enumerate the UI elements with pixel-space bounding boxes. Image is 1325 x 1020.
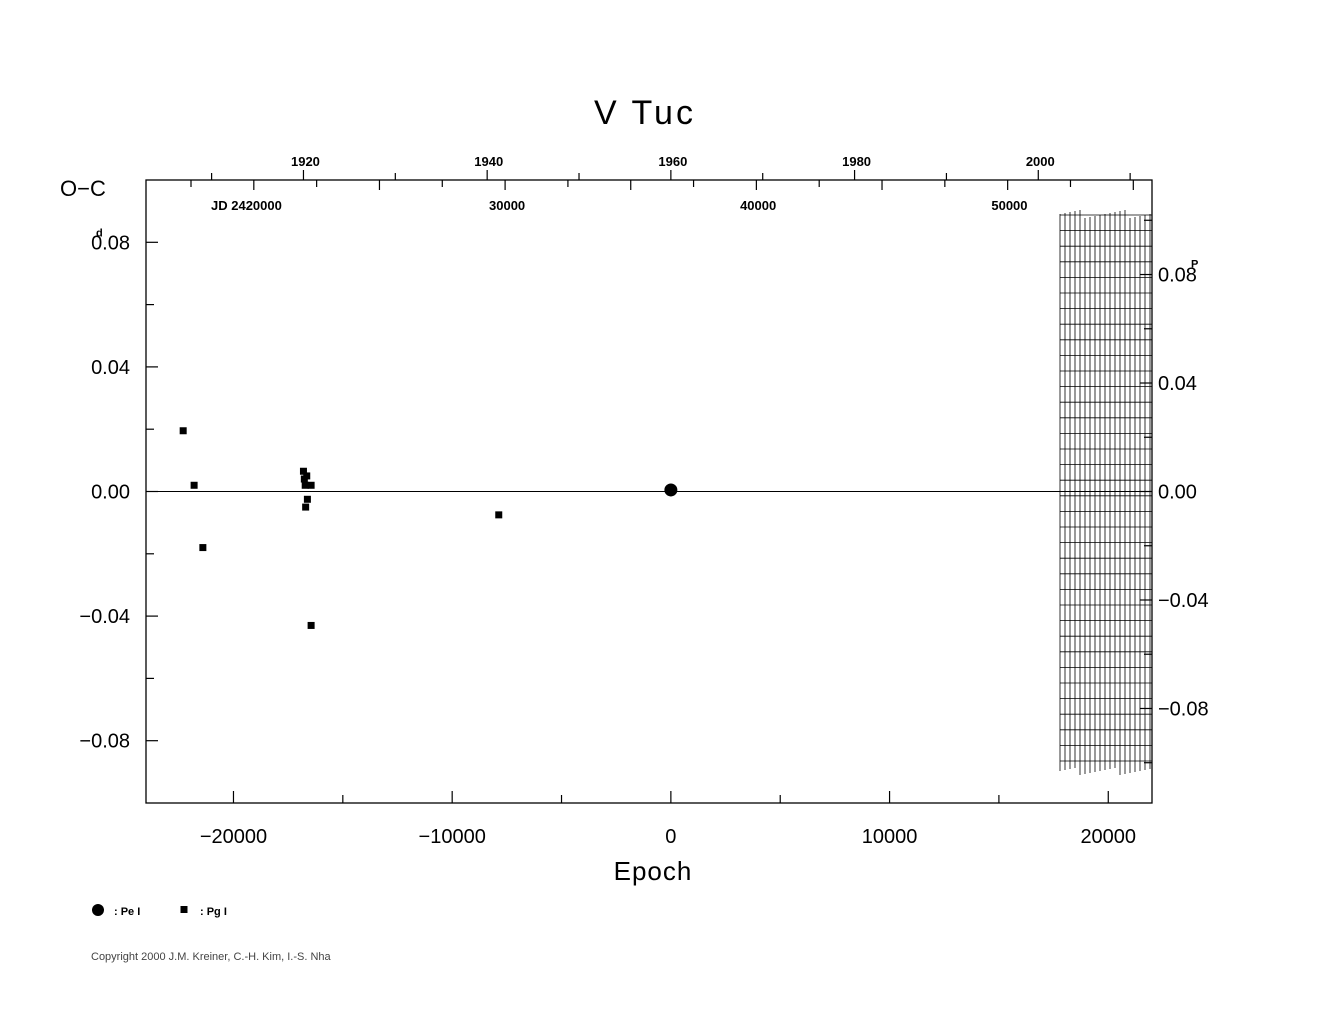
future-hatch-region: [1059, 210, 1152, 775]
x-tick-label: −20000: [200, 826, 267, 848]
legend-symbol-pg: [180, 906, 188, 913]
legend-symbol-pe: [92, 904, 104, 916]
legend-label: : Pe I: [114, 906, 140, 918]
y-tick-label: −0.08: [79, 731, 130, 753]
point-pg: [307, 481, 315, 489]
point-pg: [190, 481, 198, 489]
chart-title: V Tuc: [594, 94, 696, 132]
x-tick-label: 20000: [1080, 826, 1136, 848]
point-pg: [299, 467, 307, 475]
point-pg: [303, 495, 311, 503]
y-tick-label: −0.04: [79, 606, 130, 628]
point-pe: [664, 483, 678, 497]
y-tick-label: 0.00: [91, 482, 130, 504]
point-pg: [179, 427, 187, 435]
x-tick-label: −10000: [419, 826, 486, 848]
top-year-label: 1960: [658, 154, 687, 169]
top-year-label: 1940: [474, 154, 503, 169]
y-right-tick-label: 0.08: [1158, 265, 1197, 287]
y-tick-label: 0.04: [91, 357, 130, 379]
top-jd-label: 50000: [991, 198, 1027, 213]
y-right-tick-label: 0.00: [1158, 482, 1197, 504]
y-tick-label: 0.08: [91, 232, 130, 254]
top-year-label: 1920: [291, 154, 320, 169]
y-right-tick-label: 0.04: [1158, 373, 1197, 395]
x-tick-label: 10000: [862, 826, 918, 848]
point-pg: [495, 511, 503, 519]
legend: : Pe I : Pg I: [92, 904, 227, 918]
point-pg: [303, 472, 311, 480]
copyright-text: Copyright 2000 J.M. Kreiner, C.-H. Kim, …: [91, 951, 332, 963]
top-jd-prefix: JD 2420000: [211, 198, 282, 213]
point-pg: [302, 503, 310, 511]
point-pg: [307, 621, 315, 629]
point-pg: [199, 544, 207, 552]
point-pg: [301, 481, 309, 489]
y-right-tick-label: −0.08: [1158, 698, 1209, 720]
top-jd-label: 30000: [489, 198, 525, 213]
x-axis-label: Epoch: [614, 856, 693, 886]
top-year-label: 1980: [842, 154, 871, 169]
y-right-tick-label: −0.04: [1158, 590, 1209, 612]
legend-label: : Pg I: [200, 906, 227, 918]
x-tick-label: 0: [665, 826, 676, 848]
y-right-unit-superscript: P: [1191, 259, 1198, 271]
top-year-label: 2000: [1026, 154, 1055, 169]
top-jd-label: 40000: [740, 198, 776, 213]
y-axis-label: O−C: [60, 176, 106, 201]
y-unit-superscript: d: [96, 227, 103, 239]
